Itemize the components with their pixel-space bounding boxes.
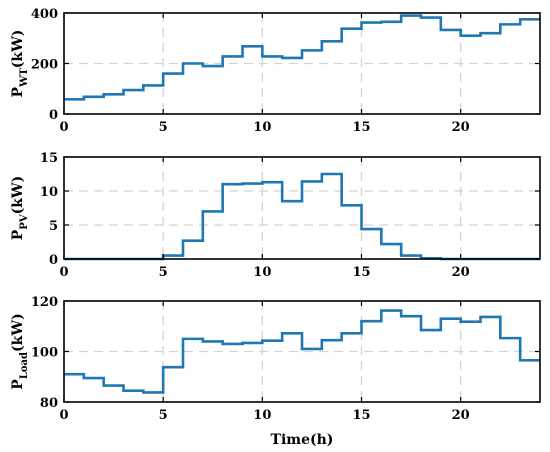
x-tick-label: 20 bbox=[452, 265, 470, 280]
axes-frame bbox=[63, 12, 541, 115]
x-tick-label: 20 bbox=[452, 120, 470, 135]
series-line bbox=[64, 172, 540, 261]
x-tick-label: 0 bbox=[59, 408, 68, 423]
x-tick-label: 0 bbox=[59, 265, 68, 280]
y-tick-label: 400 bbox=[31, 7, 58, 22]
x-tick-label: 10 bbox=[253, 265, 271, 280]
y-axis-label: PLoad(kW) bbox=[10, 313, 30, 389]
y-axis-label: PPV(kW) bbox=[10, 176, 30, 240]
x-tick-label: 20 bbox=[452, 408, 470, 423]
y-axis-label-unit: (kW) bbox=[10, 30, 26, 69]
y-tick-label: 120 bbox=[31, 295, 58, 310]
series-line bbox=[64, 14, 540, 101]
x-tick-label: 5 bbox=[159, 120, 168, 135]
y-axis-label-subscript: WT bbox=[19, 68, 30, 88]
y-axis-label-symbol: P bbox=[10, 379, 26, 390]
x-tick-label: 15 bbox=[352, 265, 370, 280]
x-axis-label: Time(h) bbox=[271, 432, 334, 448]
y-axis-label-subscript: PV bbox=[19, 214, 30, 230]
x-tick-label: 5 bbox=[159, 265, 168, 280]
chart-panel-2: 0 5 10 15 20 0 5 10 15 PPV(kW) bbox=[10, 151, 541, 280]
y-axis-label-unit: (kW) bbox=[10, 313, 26, 352]
axes-frame bbox=[63, 156, 541, 260]
y-axis-label: PWT(kW) bbox=[10, 30, 30, 98]
y-tick-label: 15 bbox=[40, 151, 58, 166]
x-tick-label: 0 bbox=[59, 120, 68, 135]
y-axis-label-symbol: P bbox=[10, 229, 26, 240]
x-tick-label: 5 bbox=[159, 408, 168, 423]
series-line bbox=[64, 309, 540, 394]
x-tick-label: 10 bbox=[253, 408, 271, 423]
y-tick-label: 0 bbox=[49, 253, 58, 268]
y-tick-label: 200 bbox=[31, 58, 58, 73]
y-tick-label: 80 bbox=[40, 396, 58, 411]
y-tick-label: 0 bbox=[49, 108, 58, 123]
axes-frame bbox=[63, 300, 541, 403]
x-tick-label: 10 bbox=[253, 120, 271, 135]
y-axis-label-unit: (kW) bbox=[10, 176, 26, 215]
y-tick-label: 100 bbox=[31, 346, 58, 361]
y-axis-label-symbol: P bbox=[10, 86, 26, 97]
y-tick-label: 10 bbox=[40, 185, 58, 200]
y-axis-label-subscript: Load bbox=[19, 352, 30, 379]
y-tick-label: 5 bbox=[49, 219, 58, 234]
x-tick-label: 15 bbox=[352, 408, 370, 423]
x-tick-label: 15 bbox=[352, 120, 370, 135]
